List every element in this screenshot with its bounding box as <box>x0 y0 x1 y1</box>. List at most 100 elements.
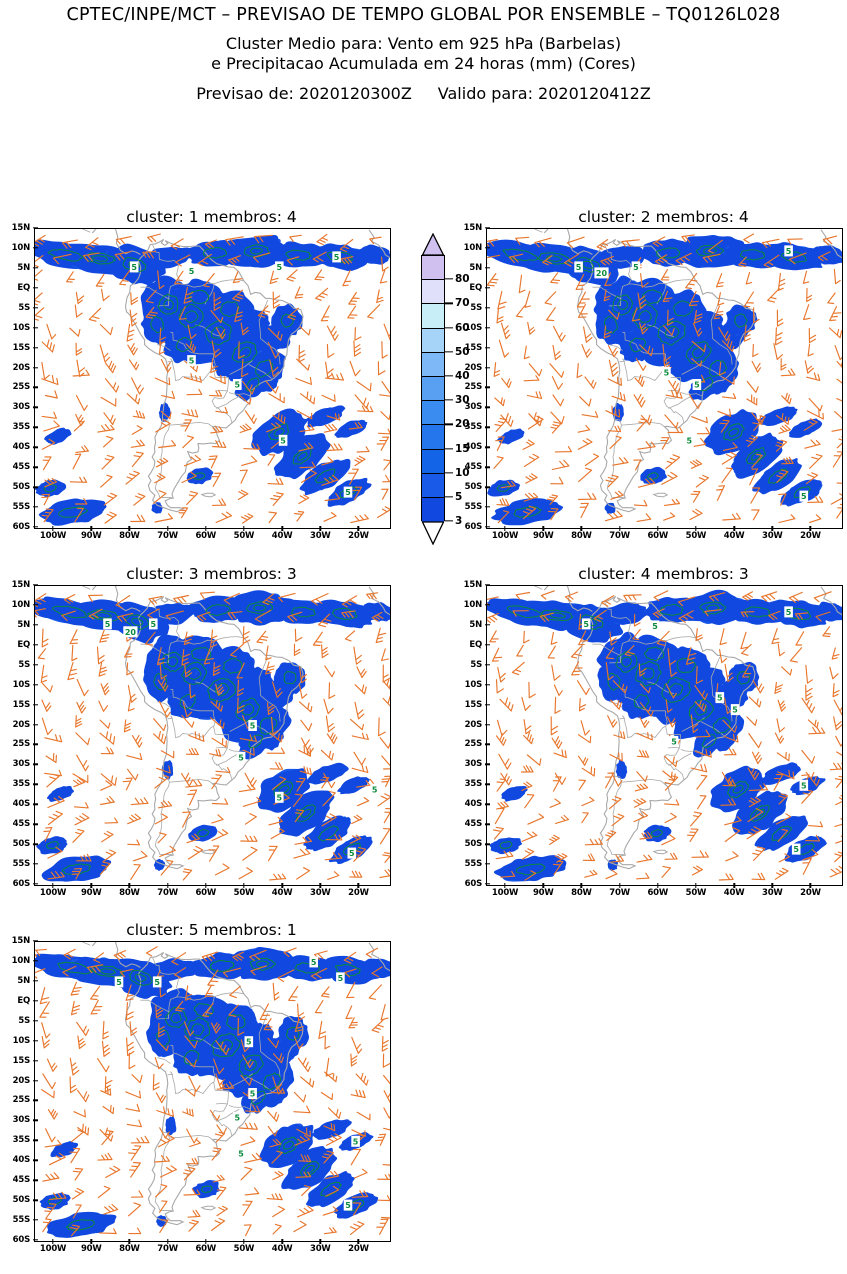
map-plot-cluster-5[interactable]: 5 5 5 5 5 5 5 5 5 5 <box>34 941 391 1242</box>
y-tick-mark <box>485 743 490 746</box>
svg-text:5: 5 <box>786 247 792 256</box>
x-tick-label: 70W <box>609 531 630 541</box>
y-tick-mark <box>33 526 38 528</box>
x-tick-mark <box>205 883 207 888</box>
y-tick-mark <box>33 843 38 845</box>
x-tick-mark <box>733 883 735 888</box>
x-tick-label: 80W <box>119 1244 140 1254</box>
contour-lines <box>46 601 362 875</box>
x-tick-label: 50W <box>233 1244 255 1254</box>
y-tick-mark <box>485 307 490 309</box>
svg-text:5: 5 <box>652 622 658 631</box>
svg-text:5: 5 <box>238 753 244 762</box>
y-tick-mark <box>485 843 490 845</box>
x-tick-mark <box>542 526 544 531</box>
x-axis-labels: 100W 90W 80W 70W 60W 50W 40W 30W 20W <box>34 1239 389 1258</box>
x-tick-mark <box>504 526 506 531</box>
colorbar-tick <box>445 302 453 305</box>
colorbar-tick-label: 3 <box>455 515 463 528</box>
panel-title-cluster-1: cluster: 1 membros: 4 <box>126 208 297 226</box>
y-tick-label: 15N <box>463 580 483 590</box>
wind-barb-layer <box>487 233 842 524</box>
map-plot-cluster-3[interactable]: 5 20 5 5 5 5 5 5 <box>34 585 391 886</box>
y-tick-label: 35S <box>12 779 31 790</box>
y-tick-mark <box>33 1020 38 1022</box>
y-tick-label: 25S <box>464 382 483 393</box>
y-tick-mark <box>33 803 38 805</box>
colorbar-tick <box>445 496 453 498</box>
x-axis-labels: 100W 90W 80W 70W 60W 50W 40W 30W 20W <box>34 883 389 902</box>
contour-labels: 5 20 5 5 5 5 5 5 <box>103 618 379 859</box>
x-tick-mark <box>809 883 812 888</box>
y-tick-label: 10S <box>12 1035 31 1046</box>
svg-text:5: 5 <box>235 381 241 390</box>
svg-text:5: 5 <box>235 1113 241 1122</box>
y-tick-mark <box>485 386 490 389</box>
y-tick-mark <box>33 346 38 349</box>
y-tick-mark <box>33 406 38 409</box>
y-tick-label: 15N <box>11 580 31 590</box>
panel-cluster-4: cluster: 4 membros: 3 5 5 5 5 5 5 5 5 15N 10N 5N EQ 5… <box>464 565 843 918</box>
y-tick-mark <box>33 1059 38 1062</box>
header-title-main: CPTEC/INPE/MCT – PREVISAO DE TEMPO GLOBA… <box>66 5 781 25</box>
y-tick-mark <box>485 723 490 726</box>
y-tick-mark <box>485 604 490 606</box>
y-tick-mark <box>485 466 490 468</box>
y-tick-mark <box>33 863 38 865</box>
y-tick-label: 30S <box>12 759 31 770</box>
colorbar-tick-label: 10 <box>455 466 470 479</box>
x-tick-mark <box>618 883 621 888</box>
y-tick-mark <box>33 446 38 448</box>
colorbar-segment <box>422 425 444 450</box>
x-tick-mark <box>166 1239 169 1244</box>
svg-text:5: 5 <box>116 978 122 987</box>
y-tick-mark <box>33 1199 38 1201</box>
x-tick-mark <box>809 526 812 531</box>
y-tick-label: 40S <box>12 799 31 810</box>
x-tick-mark <box>504 883 506 888</box>
svg-text:5: 5 <box>732 706 738 715</box>
y-tick-label: EQ <box>469 282 482 293</box>
y-tick-label: 60S <box>12 522 31 532</box>
x-tick-label: 70W <box>609 888 630 898</box>
y-tick-mark <box>485 247 490 249</box>
y-tick-mark <box>485 227 490 229</box>
colorbar-segment <box>422 401 444 426</box>
panel-cluster-1: cluster: 1 membros: 4 5 5 5 5 5 5 5 5 15N 10N 5N EQ 5… <box>12 208 391 561</box>
map-plot-cluster-1[interactable]: 5 5 5 5 5 5 5 5 <box>34 228 391 529</box>
x-tick-label: 50W <box>685 888 707 898</box>
x-tick-label: 60W <box>647 531 669 541</box>
svg-text:20: 20 <box>125 628 137 637</box>
x-tick-label: 80W <box>571 888 592 898</box>
y-axis-labels: 15N 10N 5N EQ 5S 10S 15S 20S 25S 30S 35S 40S 45S 50S 5… <box>456 580 490 889</box>
y-tick-label: 5N <box>469 619 482 630</box>
y-tick-label: 40S <box>12 442 31 453</box>
x-tick-label: 20W <box>348 531 369 541</box>
x-tick-label: 70W <box>157 888 178 898</box>
y-tick-label: 50S <box>12 839 31 850</box>
svg-text:5: 5 <box>801 781 807 790</box>
panel-title-cluster-4: cluster: 4 membros: 3 <box>578 565 749 583</box>
colorbar-tick-label: 20 <box>455 418 470 431</box>
y-tick-mark <box>485 783 490 786</box>
y-tick-mark <box>33 1039 38 1042</box>
y-tick-label: 35S <box>12 1135 31 1146</box>
y-tick-label: 5S <box>18 659 30 670</box>
y-tick-mark <box>33 763 38 766</box>
y-tick-mark <box>485 863 490 865</box>
x-tick-mark <box>205 526 207 531</box>
colorbar-body <box>421 255 445 523</box>
svg-text:5: 5 <box>250 1090 256 1099</box>
map-plot-cluster-2[interactable]: 5 20 5 5 5 5 5 5 <box>486 228 843 529</box>
forecast-from-label: Previsao de: 2020120300Z <box>196 84 412 103</box>
x-tick-label: 20W <box>348 888 369 898</box>
svg-text:20: 20 <box>596 269 608 278</box>
y-tick-mark <box>33 940 38 942</box>
x-tick-mark <box>319 526 321 531</box>
x-tick-mark <box>281 1239 283 1244</box>
x-tick-mark <box>128 883 131 888</box>
y-tick-label: EQ <box>17 639 30 650</box>
y-tick-mark <box>485 803 490 805</box>
